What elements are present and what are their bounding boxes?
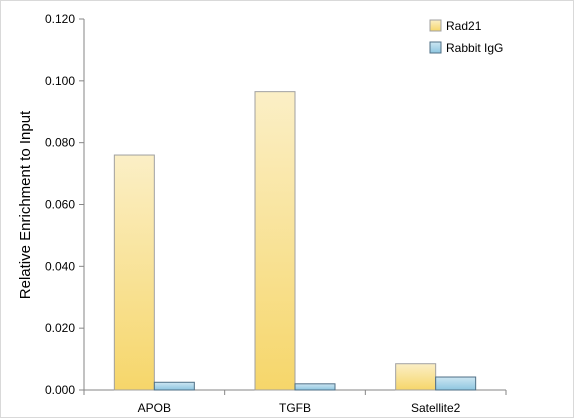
y-axis-ticks: 0.000 0.020 0.040 0.060 0.080 0.100 0.120 xyxy=(45,12,84,397)
x-tick-label: Satellite2 xyxy=(411,401,461,415)
y-tick-label: 0.020 xyxy=(45,321,75,335)
y-tick-label: 0.000 xyxy=(45,383,75,397)
legend: Rad21 Rabbit IgG xyxy=(429,19,503,55)
bar-series xyxy=(113,91,477,391)
legend-label-rabbit-igg: Rabbit IgG xyxy=(446,41,503,55)
y-tick-label: 0.040 xyxy=(45,259,75,273)
x-axis-labels: APOB TGFB Satellite2 xyxy=(138,401,461,415)
y-tick-label: 0.100 xyxy=(45,74,75,88)
bar-rabbit-igg-satellite2 xyxy=(435,376,477,391)
bar-rabbit-igg-tgfb xyxy=(294,383,336,391)
y-tick-label: 0.080 xyxy=(45,136,75,150)
legend-label-rad21: Rad21 xyxy=(446,19,482,33)
bar-rad21-tgfb xyxy=(254,91,296,391)
bar-rabbit-igg-apob xyxy=(153,381,195,391)
x-tick-label: APOB xyxy=(138,401,171,415)
legend-swatch-rad21 xyxy=(429,19,442,32)
bar-rad21-satellite2 xyxy=(395,363,437,391)
x-tick-label: TGFB xyxy=(279,401,311,415)
x-axis-ticks xyxy=(83,390,507,395)
y-tick-label: 0.120 xyxy=(45,12,75,26)
bar-rad21-apob xyxy=(113,154,155,391)
legend-swatch-rabbit-igg xyxy=(429,41,442,54)
y-axis-title: Relative Enrichment to Input xyxy=(17,110,34,299)
y-tick-label: 0.060 xyxy=(45,198,75,212)
